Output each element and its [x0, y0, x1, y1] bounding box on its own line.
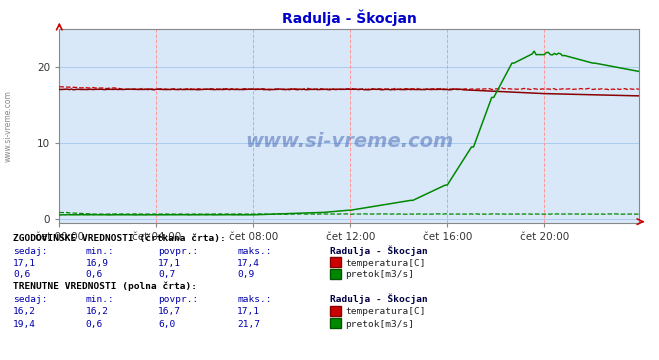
Text: 0,6: 0,6: [13, 270, 30, 279]
Text: min.:: min.:: [86, 295, 115, 304]
Text: 16,2: 16,2: [86, 307, 109, 316]
Text: 16,9: 16,9: [86, 259, 109, 268]
Title: Radulja - Škocjan: Radulja - Škocjan: [282, 10, 416, 26]
Text: 6,0: 6,0: [158, 320, 175, 329]
Text: 17,1: 17,1: [158, 259, 181, 268]
Text: pretok[m3/s]: pretok[m3/s]: [345, 320, 415, 329]
Text: Radulja - Škocjan: Radulja - Škocjan: [330, 245, 427, 256]
Text: Radulja - Škocjan: Radulja - Škocjan: [330, 293, 427, 304]
Text: pretok[m3/s]: pretok[m3/s]: [345, 270, 415, 279]
Text: povpr.:: povpr.:: [158, 295, 198, 304]
Text: maks.:: maks.:: [237, 247, 272, 256]
Text: sedaj:: sedaj:: [13, 295, 47, 304]
Text: 16,2: 16,2: [13, 307, 36, 316]
Text: 17,1: 17,1: [13, 259, 36, 268]
Text: temperatura[C]: temperatura[C]: [345, 307, 426, 316]
Text: povpr.:: povpr.:: [158, 247, 198, 256]
Text: sedaj:: sedaj:: [13, 247, 47, 256]
Text: 21,7: 21,7: [237, 320, 260, 329]
Text: 17,1: 17,1: [237, 307, 260, 316]
Text: min.:: min.:: [86, 247, 115, 256]
Text: 0,7: 0,7: [158, 270, 175, 279]
Text: temperatura[C]: temperatura[C]: [345, 259, 426, 268]
Text: 0,6: 0,6: [86, 270, 103, 279]
Text: ZGODOVINSKE VREDNOSTI (črtkana črta):: ZGODOVINSKE VREDNOSTI (črtkana črta):: [13, 234, 226, 243]
Text: www.si-vreme.com: www.si-vreme.com: [3, 90, 13, 162]
Text: maks.:: maks.:: [237, 295, 272, 304]
Text: 16,7: 16,7: [158, 307, 181, 316]
Text: TRENUTNE VREDNOSTI (polna črta):: TRENUTNE VREDNOSTI (polna črta):: [13, 282, 197, 291]
Text: 17,4: 17,4: [237, 259, 260, 268]
Text: 19,4: 19,4: [13, 320, 36, 329]
Text: www.si-vreme.com: www.si-vreme.com: [245, 132, 453, 151]
Text: 0,6: 0,6: [86, 320, 103, 329]
Text: 0,9: 0,9: [237, 270, 254, 279]
